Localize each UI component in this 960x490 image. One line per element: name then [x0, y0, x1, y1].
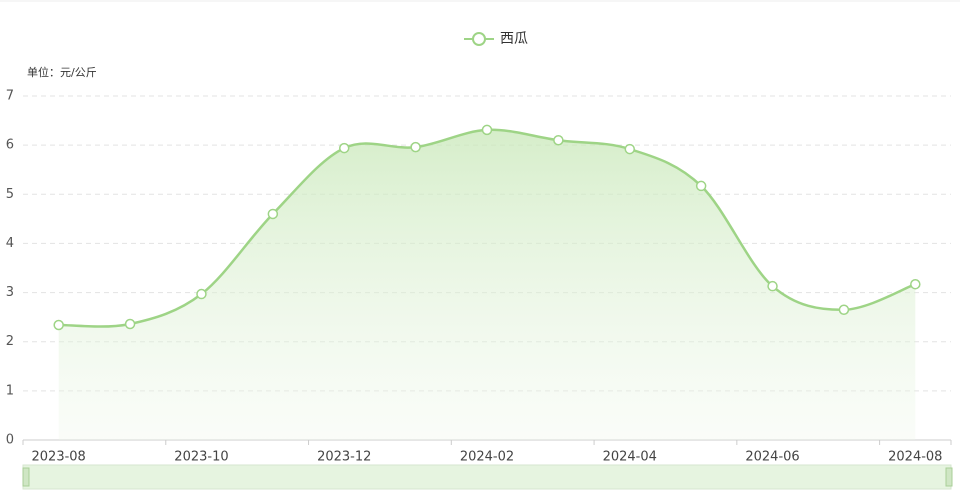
x-tick-label: 2024-06 — [745, 450, 799, 465]
data-zoom[interactable] — [22, 464, 953, 490]
point — [338, 142, 350, 154]
point — [767, 280, 778, 292]
point — [124, 318, 136, 330]
x-tick-label: 2023-08 — [32, 450, 86, 465]
point — [838, 304, 850, 316]
point — [624, 143, 636, 155]
y-tick-label: 7 — [6, 89, 14, 104]
y-tick-label: 1 — [6, 383, 14, 398]
point — [196, 288, 207, 300]
point — [410, 141, 421, 153]
y-tick-label: 5 — [6, 187, 14, 202]
y-tick-label: 4 — [6, 236, 14, 251]
point — [481, 124, 493, 136]
point — [267, 208, 279, 220]
zoom-handle[interactable] — [945, 467, 953, 487]
y-tick-label: 3 — [6, 285, 14, 300]
x-tick-label: 2023-10 — [174, 450, 228, 465]
zoom-track — [22, 464, 952, 490]
x-tick-label: 2024-08 — [888, 450, 942, 465]
legend-swatch — [472, 32, 486, 46]
point — [695, 180, 707, 192]
area — [58, 129, 916, 440]
point — [553, 134, 564, 146]
legend-item[interactable]: 西瓜 — [464, 31, 528, 47]
y-tick-label: 6 — [6, 138, 14, 153]
x-tick-label: 2024-02 — [460, 450, 514, 465]
point — [53, 319, 64, 331]
zoom-handle[interactable] — [22, 467, 30, 487]
legend-label: 西瓜 — [500, 31, 528, 47]
y-tick-label: 2 — [6, 334, 14, 349]
x-tick-label: 2023-12 — [317, 450, 371, 465]
x-tick-label: 2024-04 — [603, 450, 657, 465]
y-tick-label: 0 — [6, 433, 14, 448]
unit-label: 单位：元/公斤 — [27, 65, 97, 79]
point — [910, 278, 921, 290]
